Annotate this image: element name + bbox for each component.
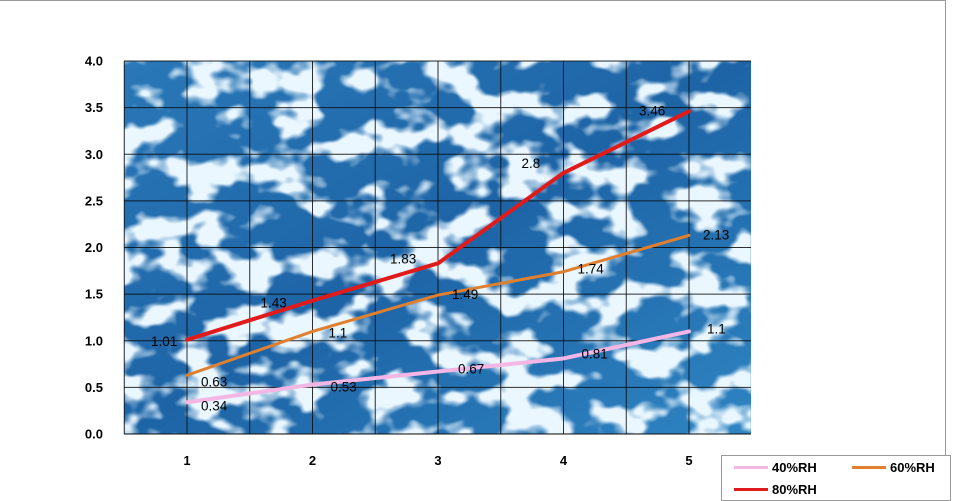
x-tick-label: 3 [434,453,441,468]
y-tick-label: 0.5 [85,380,103,395]
legend-label-40rh: 40%RH [772,460,817,475]
y-tick-label: 2.5 [85,193,103,208]
data-label: 0.53 [331,380,357,395]
legend: 40%RH 60%RH 80%RH [721,455,951,501]
legend-swatch-80rh [734,488,768,491]
data-label: 0.34 [201,398,228,413]
data-label: 1.01 [151,334,177,349]
data-label: 1.74 [578,262,605,277]
x-tick-label: 2 [309,453,316,468]
y-tick-label: 3.5 [85,100,103,115]
legend-item-80rh: 80%RH [734,482,817,497]
series-line-80rh [185,109,691,342]
data-labels: 0.34 0.53 0.67 0.81 1.1 0.63 1.1 1.49 1.74 2.13 1.… [151,103,729,413]
x-tick-label: 5 [685,453,692,468]
y-tick-label: 3.0 [85,147,103,162]
series-line-60rh [185,233,691,377]
data-label: 3.46 [639,103,665,118]
y-tick-label: 0.0 [85,427,103,442]
y-tick-label: 1.0 [85,333,103,348]
data-label: 1.43 [261,296,287,311]
x-axis-tick-labels: 1 2 3 4 5 [183,453,692,468]
series-lines [185,109,691,405]
legend-label-60rh: 60%RH [890,460,935,475]
x-tick-label: 1 [183,453,190,468]
legend-item-60rh: 60%RH [852,460,935,475]
series-line-40rh [185,329,691,405]
data-label: 1.83 [390,251,416,266]
data-label: 2.13 [703,227,729,242]
data-label: 0.81 [582,346,608,361]
y-tick-label: 4.0 [85,54,103,69]
data-label: 0.63 [201,374,227,389]
data-label: 1.1 [707,321,726,336]
y-axis-tick-labels: 0.0 0.5 1.0 1.5 2.0 2.5 3.0 3.5 4.0 [85,54,103,442]
legend-swatch-60rh [852,466,886,469]
x-tick-label: 4 [560,453,568,468]
data-label: 2.8 [522,156,541,171]
y-tick-label: 2.0 [85,240,103,255]
legend-item-40rh: 40%RH [734,460,817,475]
y-tick-label: 1.5 [85,287,103,302]
legend-swatch-40rh [734,466,768,469]
data-label: 0.67 [458,362,484,377]
data-label: 1.1 [329,325,348,340]
data-label: 1.49 [452,287,478,302]
legend-label-80rh: 80%RH [772,482,817,497]
